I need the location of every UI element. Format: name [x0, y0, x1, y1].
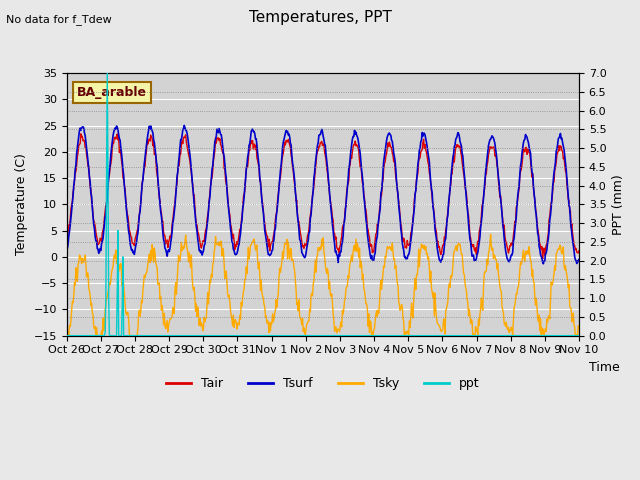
Text: BA_arable: BA_arable — [77, 86, 147, 99]
Y-axis label: PPT (mm): PPT (mm) — [612, 174, 625, 235]
Text: Temperatures, PPT: Temperatures, PPT — [248, 10, 392, 24]
X-axis label: Time: Time — [589, 361, 620, 374]
Legend: Tair, Tsurf, Tsky, ppt: Tair, Tsurf, Tsky, ppt — [161, 372, 484, 395]
Y-axis label: Temperature (C): Temperature (C) — [15, 154, 28, 255]
Text: No data for f_Tdew: No data for f_Tdew — [6, 14, 112, 25]
